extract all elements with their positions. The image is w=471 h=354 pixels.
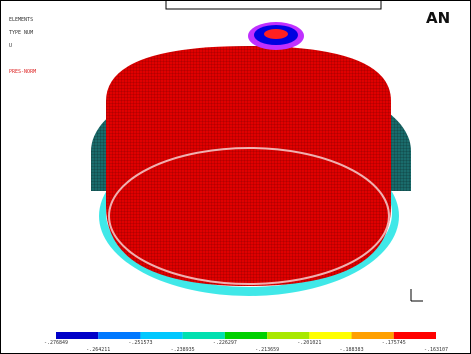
model [91, 22, 423, 301]
legend-label: -.213659 [255, 347, 279, 353]
legend-label: -.238935 [171, 347, 195, 353]
info-line: PRES-NORM [9, 69, 36, 75]
legend-swatch [352, 332, 394, 339]
info-line: ELEMENTS [9, 17, 33, 23]
legend-label: -.251573 [128, 340, 152, 346]
legend-swatch [140, 332, 182, 339]
legend-label: -.175745 [382, 340, 406, 346]
graphics-window: ELEMENTS TYPE NUM U PRES-NORM AN -.27684… [1, 1, 470, 353]
legend-label: -.264211 [86, 347, 110, 353]
title-box [166, 1, 381, 9]
legend-swatch [183, 332, 225, 339]
legend-swatch [394, 332, 436, 339]
legend-swatch [98, 332, 140, 339]
legend-label: -.188383 [340, 347, 364, 353]
legend-label: -.276849 [44, 340, 68, 346]
legend-swatch [267, 332, 309, 339]
viewport: ELEMENTS TYPE NUM U PRES-NORM AN -.27684… [0, 0, 471, 354]
legend-label: -.163107 [424, 347, 448, 353]
legend: -.276849 -.264211 -.251573 -.238935 -.226297… [44, 332, 448, 353]
legend-swatch [225, 332, 267, 339]
legend-swatch [56, 332, 98, 339]
legend-label: -.226297 [213, 340, 237, 346]
logo: AN [426, 9, 450, 27]
info-line: TYPE NUM [9, 30, 33, 36]
info-line: U [9, 43, 12, 49]
legend-swatch [309, 332, 351, 339]
legend-label: -.201021 [297, 340, 321, 346]
